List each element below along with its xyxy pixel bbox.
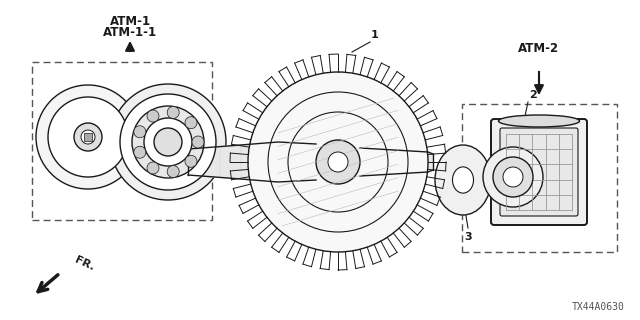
- Circle shape: [493, 157, 533, 197]
- Circle shape: [36, 85, 140, 189]
- Circle shape: [328, 152, 348, 172]
- Circle shape: [154, 128, 182, 156]
- Circle shape: [74, 123, 102, 151]
- Polygon shape: [188, 142, 316, 182]
- Circle shape: [132, 106, 204, 178]
- Text: ATM-2: ATM-2: [518, 42, 559, 55]
- Circle shape: [167, 107, 179, 118]
- Circle shape: [134, 146, 146, 158]
- Ellipse shape: [435, 145, 491, 215]
- Text: 3: 3: [464, 232, 472, 242]
- FancyBboxPatch shape: [500, 128, 578, 216]
- Text: TX44A0630: TX44A0630: [572, 302, 625, 312]
- Circle shape: [185, 117, 197, 129]
- Bar: [84, 133, 92, 141]
- Circle shape: [483, 147, 543, 207]
- Text: 1: 1: [371, 30, 379, 40]
- Circle shape: [48, 97, 128, 177]
- Circle shape: [147, 110, 159, 122]
- Text: ATM-1: ATM-1: [109, 15, 150, 28]
- Text: FR.: FR.: [73, 255, 96, 273]
- Circle shape: [167, 165, 179, 178]
- Circle shape: [185, 155, 197, 167]
- Circle shape: [503, 167, 523, 187]
- Text: ATM-1-1: ATM-1-1: [103, 26, 157, 39]
- Circle shape: [248, 72, 428, 252]
- Circle shape: [144, 118, 192, 166]
- Circle shape: [110, 84, 226, 200]
- Polygon shape: [360, 148, 433, 176]
- Circle shape: [134, 126, 146, 138]
- Ellipse shape: [452, 167, 474, 193]
- FancyBboxPatch shape: [491, 119, 587, 225]
- Circle shape: [316, 140, 360, 184]
- Ellipse shape: [499, 115, 579, 127]
- Circle shape: [192, 136, 204, 148]
- Circle shape: [147, 162, 159, 174]
- Circle shape: [81, 130, 95, 144]
- Circle shape: [120, 94, 216, 190]
- Text: 2: 2: [529, 90, 537, 100]
